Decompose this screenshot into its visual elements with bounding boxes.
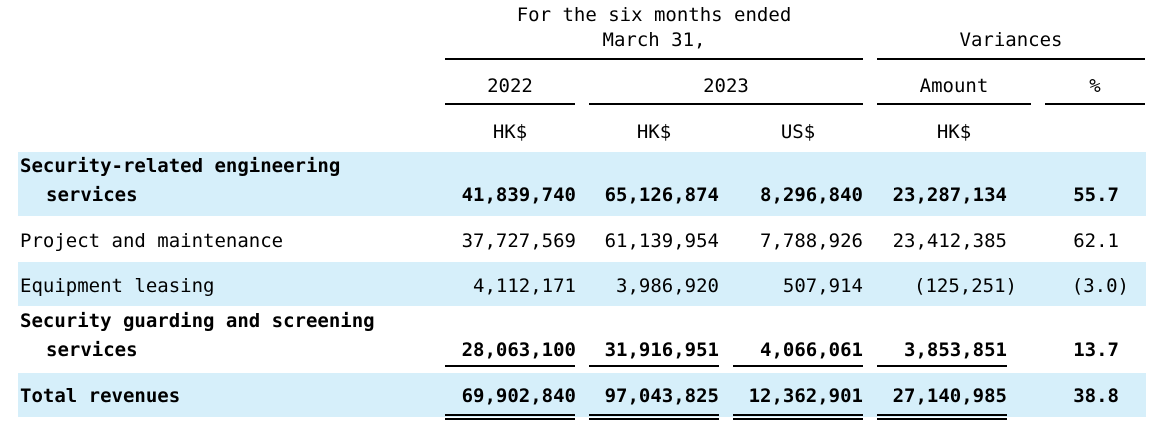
col-header-2022: 2022 <box>487 75 533 97</box>
row-label-security-guarding-line1: Security guarding and screening <box>20 310 375 332</box>
total-double-rule-2023-hk <box>589 414 719 420</box>
row-label-security-engineering-line1: Security-related engineering <box>20 155 341 177</box>
row-band-total-revenues <box>18 373 1146 417</box>
cell-security-guarding-2022: 28,063,100 <box>461 339 576 361</box>
col-rule-pct <box>1045 103 1145 105</box>
subtotal-rule-2023-us <box>733 365 863 367</box>
variances-header-rule <box>877 58 1145 60</box>
period-header-rule <box>445 58 863 60</box>
currency-amount: HK$ <box>936 121 972 143</box>
cell-equipment-leasing-2022: 4,112,171 <box>473 275 576 297</box>
row-band-security-engineering <box>18 152 1146 216</box>
currency-2023-us: US$ <box>780 121 816 143</box>
cell-security-engineering-pct: 55.7 <box>1073 184 1119 206</box>
subtotal-rule-2023-hk <box>589 365 719 367</box>
total-double-rule-2023-us <box>733 414 863 420</box>
cell-security-engineering-2023-us: 8,296,840 <box>760 184 863 206</box>
cell-project-maintenance-amount: 23,412,385 <box>892 230 1007 252</box>
row-label-security-engineering-line2: services <box>46 184 138 206</box>
col-rule-2022 <box>445 103 575 105</box>
currency-2022: HK$ <box>492 121 528 143</box>
row-label-security-guarding-line2: services <box>46 339 138 361</box>
cell-security-guarding-amount: 3,853,851 <box>904 339 1007 361</box>
cell-equipment-leasing-pct: (3.0) <box>1071 275 1129 297</box>
cell-security-engineering-2023-hk: 65,126,874 <box>604 184 719 206</box>
cell-total-revenues-2022: 69,902,840 <box>461 385 576 407</box>
cell-security-engineering-2022: 41,839,740 <box>461 184 576 206</box>
col-header-pct: % <box>1089 75 1101 97</box>
cell-project-maintenance-2023-hk: 61,139,954 <box>604 230 719 252</box>
cell-equipment-leasing-2023-hk: 3,986,920 <box>616 275 719 297</box>
total-double-rule-amount <box>877 414 1007 420</box>
col-header-2023: 2023 <box>703 75 749 97</box>
currency-2023-hk: HK$ <box>636 121 672 143</box>
cell-total-revenues-amount: 27,140,985 <box>892 385 1007 407</box>
total-double-rule-2022 <box>445 414 575 420</box>
subtotal-rule-2022 <box>445 365 575 367</box>
period-header-line1: For the six months ended <box>516 4 792 26</box>
cell-total-revenues-2023-hk: 97,043,825 <box>604 385 719 407</box>
cell-project-maintenance-2023-us: 7,788,926 <box>760 230 863 252</box>
cell-security-engineering-amount: 23,287,134 <box>892 184 1007 206</box>
cell-total-revenues-pct: 38.8 <box>1073 385 1119 407</box>
subtotal-rule-amount <box>877 365 1007 367</box>
row-label-total-revenues: Total revenues <box>20 385 181 407</box>
cell-equipment-leasing-2023-us: 507,914 <box>782 275 863 297</box>
cell-security-guarding-2023-hk: 31,916,951 <box>604 339 719 361</box>
cell-security-guarding-pct: 13.7 <box>1073 339 1119 361</box>
row-label-project-maintenance: Project and maintenance <box>20 230 284 252</box>
cell-project-maintenance-pct: 62.1 <box>1073 230 1119 252</box>
cell-equipment-leasing-amount: (125,251) <box>914 275 1017 297</box>
col-rule-2023 <box>589 103 863 105</box>
col-rule-amount <box>877 103 1031 105</box>
cell-security-guarding-2023-us: 4,066,061 <box>760 339 863 361</box>
row-label-equipment-leasing: Equipment leasing <box>20 275 215 297</box>
variances-header: Variances <box>959 29 1063 51</box>
cell-total-revenues-2023-us: 12,362,901 <box>748 385 863 407</box>
col-header-amount: Amount <box>919 75 989 97</box>
cell-project-maintenance-2022: 37,727,569 <box>461 230 576 252</box>
period-header-line2: March 31, <box>602 29 706 51</box>
row-band-equipment-leasing <box>18 262 1146 306</box>
